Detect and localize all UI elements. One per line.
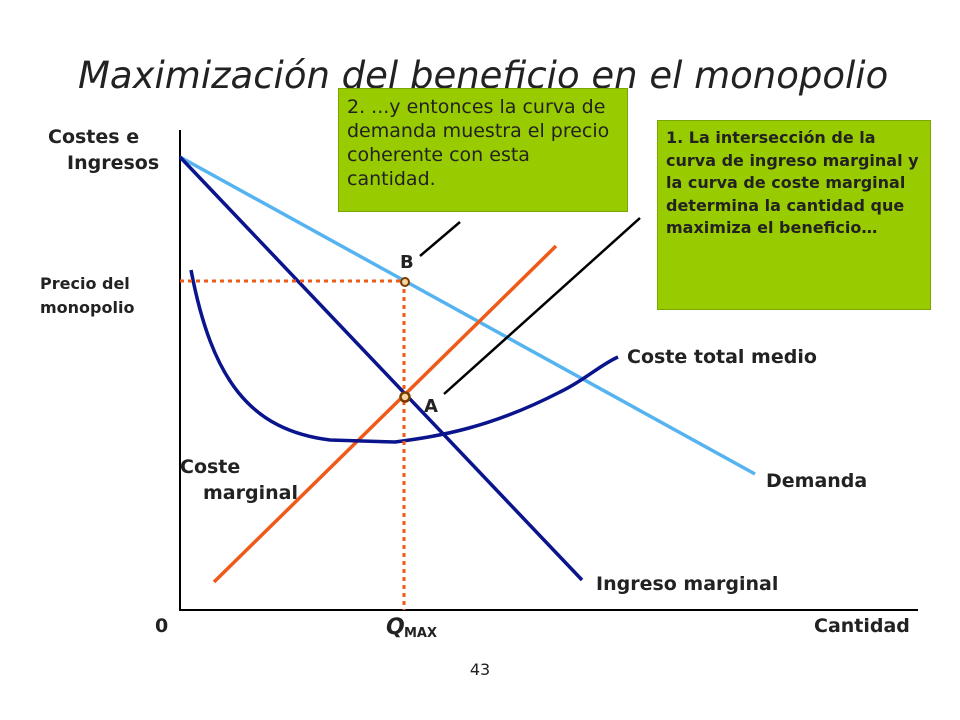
callout-2-pointer — [419, 221, 461, 257]
y-axis-label-line1: Costes e — [48, 126, 139, 148]
q-max-label: Q — [386, 615, 405, 640]
marginal-revenue-curve — [178, 155, 584, 582]
point-b-label: B — [400, 252, 414, 273]
origin-label: 0 — [155, 615, 168, 637]
average-total-cost-label: Coste total medio — [627, 346, 817, 368]
x-axis-label: Cantidad — [814, 615, 910, 637]
callout-step-1: 1. La intersección de la curva de ingres… — [657, 120, 931, 310]
y-axis-label-line2: Ingresos — [67, 152, 159, 174]
marginal-cost-label-line2: marginal — [203, 482, 298, 504]
point-a-label: A — [424, 396, 438, 417]
monopoly-price-label-line1: Precio del — [40, 274, 130, 293]
point-b-marker — [400, 277, 410, 287]
average-total-cost-curve — [189, 269, 619, 444]
demand-curve — [179, 155, 756, 476]
q-max-subscript: MAX — [404, 626, 437, 641]
point-a-marker — [399, 391, 411, 403]
marginal-cost-label-line1: Coste — [180, 456, 240, 478]
demand-label: Demanda — [766, 470, 867, 492]
marginal-revenue-label: Ingreso marginal — [596, 573, 778, 595]
marginal-cost-curve — [212, 244, 558, 584]
monopoly-price-label-line2: monopolio — [40, 298, 134, 317]
callout-1-pointer — [443, 217, 641, 395]
callout-step-2: 2. ...y entonces la curva de demanda mue… — [338, 88, 628, 212]
page-number: 43 — [469, 660, 491, 679]
